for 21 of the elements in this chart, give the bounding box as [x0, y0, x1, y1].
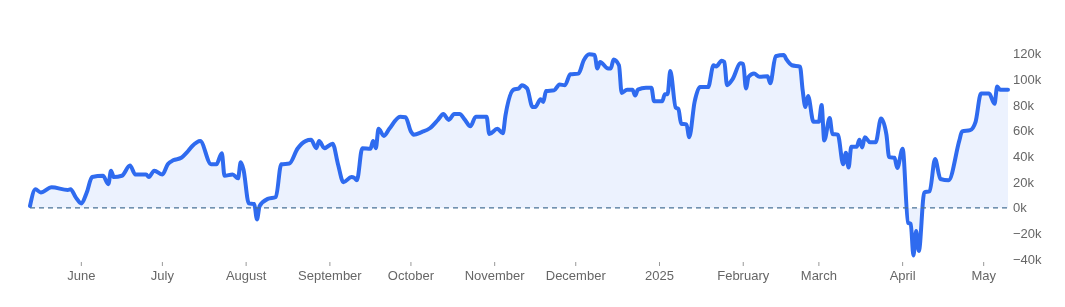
y-tick-label: −20k	[1013, 226, 1043, 242]
x-tick-label: April	[889, 267, 916, 283]
x-tick-label: May	[971, 267, 997, 283]
x-tick-label: October	[387, 267, 435, 283]
x-tick-label: September	[298, 267, 363, 283]
y-tick-label: 60k	[1013, 123, 1035, 139]
x-tick-label: June	[67, 267, 96, 283]
y-tick-label: 0k	[1013, 200, 1028, 216]
x-tick-label: December	[545, 267, 607, 283]
y-tick-label: 20k	[1013, 174, 1035, 190]
y-tick-label: 100k	[1013, 71, 1042, 87]
x-tick-label: March	[800, 267, 837, 283]
y-tick-label: −40k	[1013, 251, 1043, 267]
x-tick-label: November	[464, 267, 526, 283]
x-tick-label: 2025	[645, 267, 674, 283]
y-tick-label: 40k	[1013, 149, 1035, 165]
x-tick-label: August	[225, 267, 267, 283]
y-tick-label: 120k	[1013, 46, 1042, 62]
x-tick-label: February	[717, 267, 770, 283]
y-tick-label: 80k	[1013, 97, 1035, 113]
x-tick-label: July	[150, 267, 175, 283]
